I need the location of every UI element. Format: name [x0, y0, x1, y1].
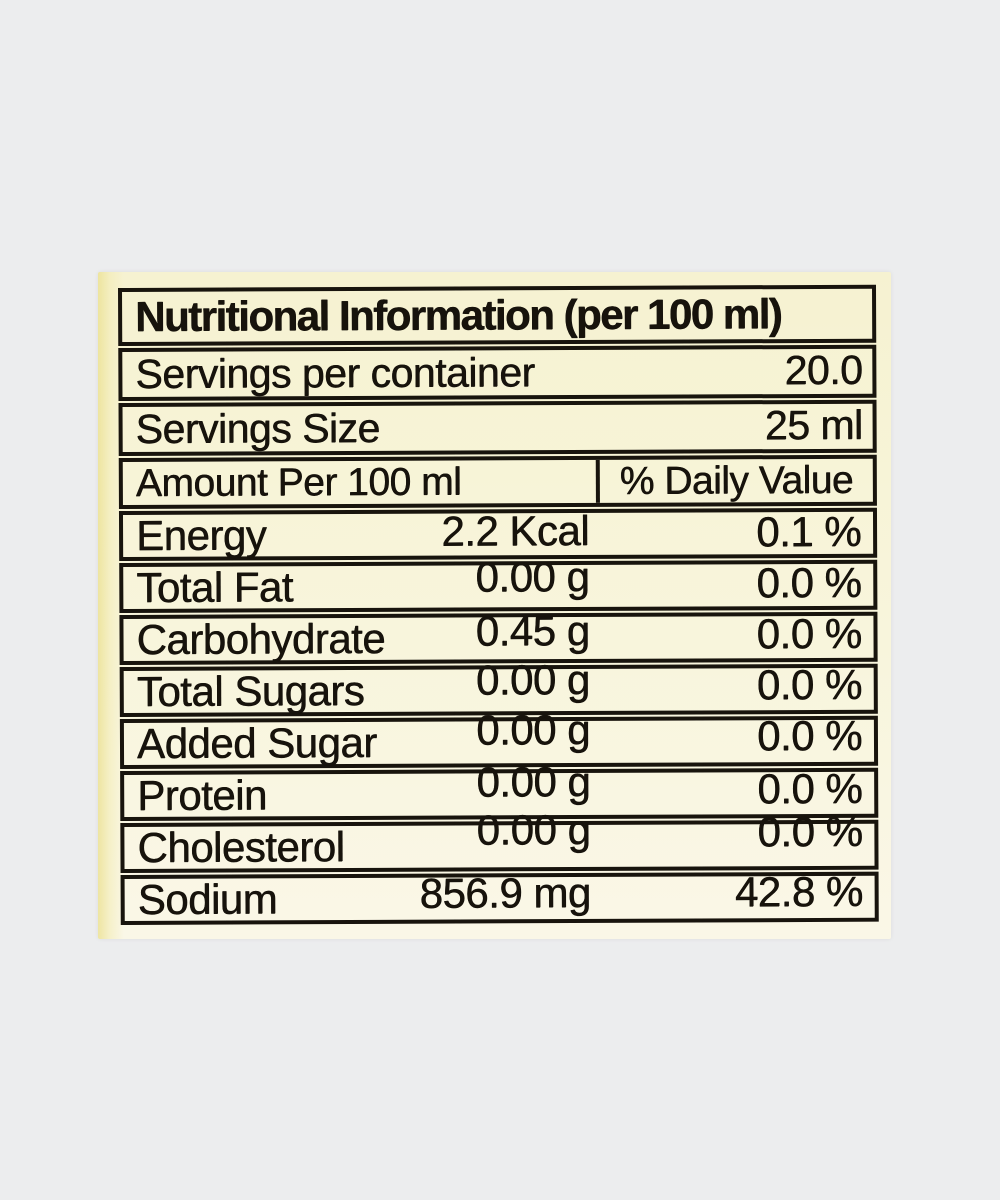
servings-per-container-label: Servings per container	[135, 349, 535, 397]
nutrient-amount: 0.45 g	[475, 606, 590, 655]
nutrient-amount: 0.00 g	[476, 805, 591, 854]
nutrient-daily-value: 42.8 %	[734, 867, 863, 916]
nutrient-amount: 2.2 Kcal	[441, 506, 590, 555]
nutrient-amount: 856.9 mg	[419, 868, 591, 917]
nutrient-amount: 0.00 g	[476, 705, 591, 754]
nutrient-daily-value: 0.0 %	[756, 711, 863, 760]
nutrient-daily-value: 0.0 %	[757, 807, 863, 856]
table-row-cholesterol: Cholesterol 0.00 g 0.0 %	[120, 806, 879, 873]
amount-column-header-text: Amount Per 100 ml	[135, 460, 462, 505]
nutrient-daily-value: 0.0 %	[756, 609, 862, 658]
serving-size-value: 25 ml	[764, 401, 863, 449]
nutrition-label: Nutritional Information (per 100 ml) Ser…	[98, 272, 891, 939]
nutrition-table: Nutritional Information (per 100 ml) Ser…	[118, 284, 879, 927]
column-header-row: Amount Per 100 ml % Daily Value	[118, 454, 877, 509]
servings-per-container-row: Servings per container 20.0	[118, 344, 877, 401]
amount-column-header: Amount Per 100 ml	[123, 460, 596, 505]
nutrient-daily-value: 0.0 %	[756, 558, 862, 607]
serving-size-label: Servings Size	[135, 404, 380, 452]
nutrient-daily-value: 0.1 %	[756, 507, 862, 556]
nutrient-amount: 0.00 g	[475, 552, 590, 601]
label-title-row: Nutritional Information (per 100 ml)	[118, 284, 877, 346]
nutrient-daily-value: 0.0 %	[756, 660, 862, 709]
serving-size-row: Servings Size 25 ml	[118, 399, 877, 456]
label-title: Nutritional Information (per 100 ml)	[135, 290, 782, 340]
table-row-total-fat: Total Fat 0.00 g 0.0 %	[119, 553, 878, 613]
nutrient-amount: 0.00 g	[475, 655, 590, 704]
daily-value-column-header: % Daily Value	[595, 458, 873, 503]
daily-value-column-header-text: % Daily Value	[619, 458, 854, 503]
nutrient-daily-value: 0.0 %	[757, 764, 863, 813]
nutrient-amount: 0.00 g	[476, 757, 591, 806]
servings-per-container-value: 20.0	[784, 346, 863, 394]
table-row-sodium: Sodium 856.9 mg 42.8 %	[120, 867, 879, 925]
